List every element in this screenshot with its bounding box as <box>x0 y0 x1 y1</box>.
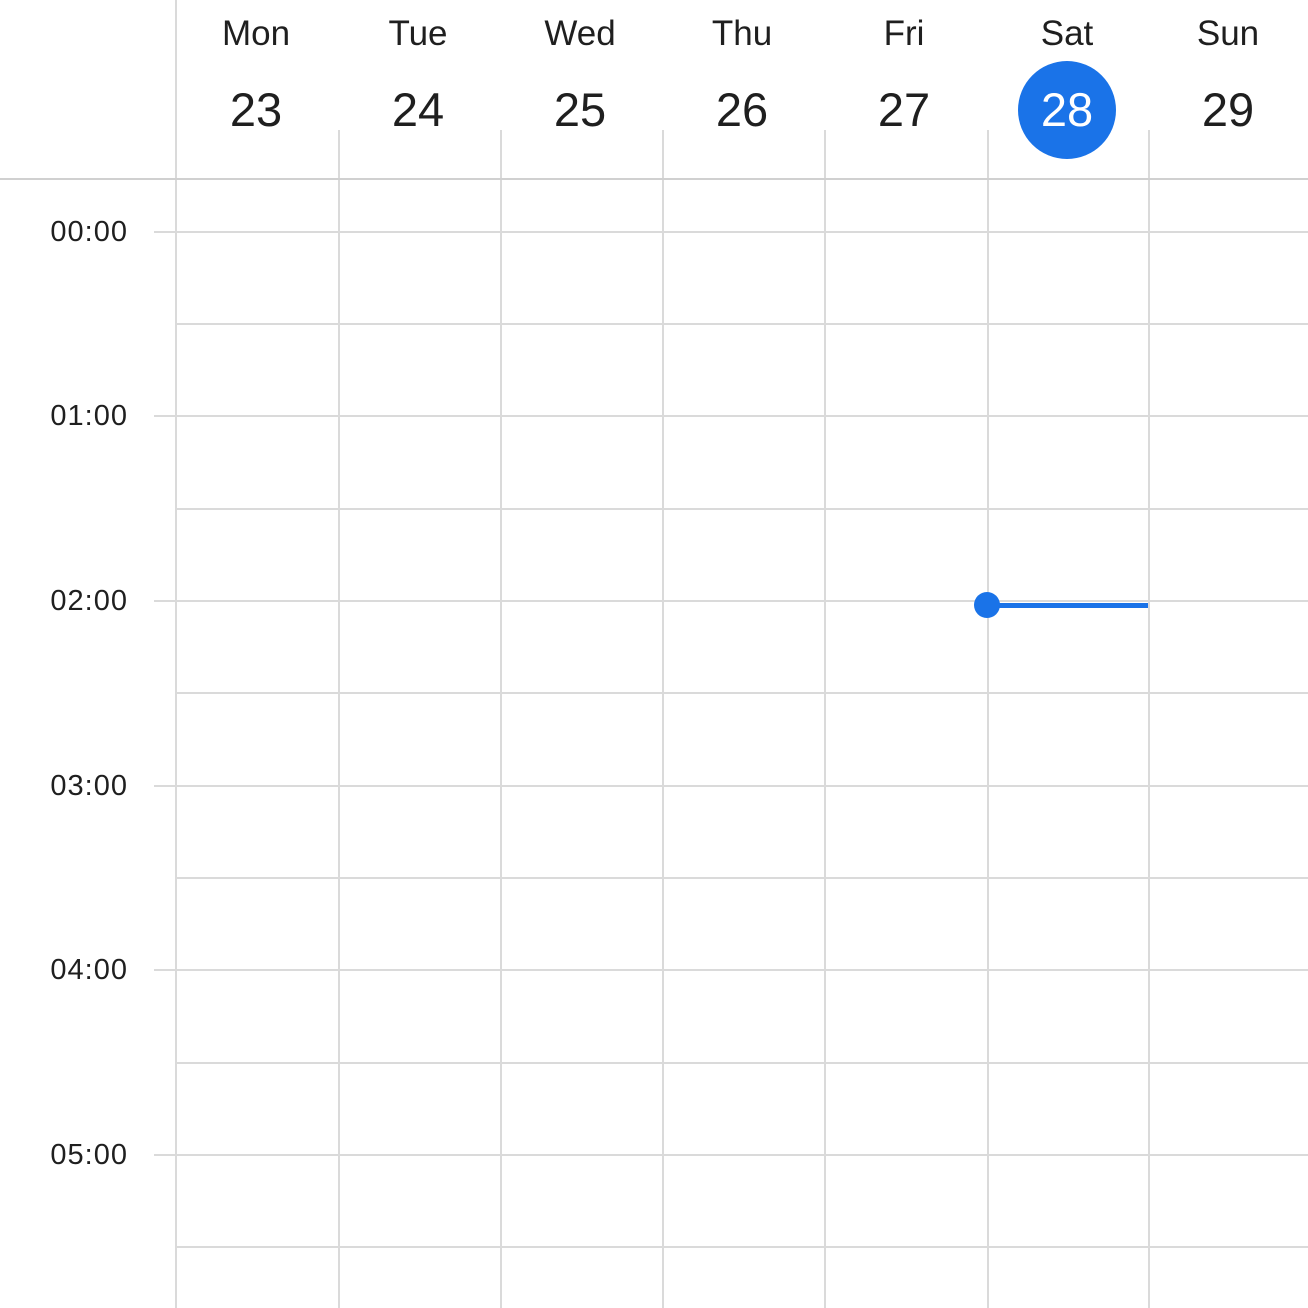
hour-line <box>154 231 1308 233</box>
week-header: Mon 23 Tue 24 Wed 25 Thu 26 Fri 27 Sat 2… <box>0 0 1308 180</box>
day-name: Mon <box>221 14 291 53</box>
current-time-line <box>986 603 1148 608</box>
hour-line <box>154 1154 1308 1156</box>
hour-line <box>154 600 1308 602</box>
header-column-divider <box>500 130 502 180</box>
day-name: Sat <box>1040 14 1094 53</box>
day-header-mon[interactable]: Mon 23 <box>175 0 337 180</box>
day-number[interactable]: 27 <box>877 83 931 136</box>
day-header-fri[interactable]: Fri 27 <box>823 0 985 180</box>
day-name: Wed <box>544 14 616 53</box>
header-column-divider <box>824 130 826 180</box>
day-name: Thu <box>711 14 773 53</box>
day-header-tue[interactable]: Tue 24 <box>337 0 499 180</box>
day-number[interactable]: 25 <box>553 83 607 136</box>
day-header-thu[interactable]: Thu 26 <box>661 0 823 180</box>
time-label: 02:00 <box>50 585 128 617</box>
header-column-divider <box>338 130 340 180</box>
time-label: 00:00 <box>50 216 128 248</box>
column-divider <box>175 180 177 1308</box>
day-header-sun[interactable]: Sun 29 <box>1147 0 1308 180</box>
column-divider <box>338 180 340 1308</box>
current-time-dot <box>974 592 1000 618</box>
time-label: 03:00 <box>50 770 128 802</box>
day-number[interactable]: 24 <box>391 83 445 136</box>
day-number[interactable]: 29 <box>1201 83 1255 136</box>
time-label: 04:00 <box>50 954 128 986</box>
header-column-divider <box>1148 130 1150 180</box>
time-label: 01:00 <box>50 400 128 432</box>
half-hour-line <box>177 1246 1308 1248</box>
day-name: Tue <box>388 14 448 53</box>
hour-line <box>154 785 1308 787</box>
day-name: Sun <box>1196 14 1260 53</box>
header-column-divider <box>987 130 989 180</box>
hour-line <box>154 969 1308 971</box>
header-divider <box>0 178 1308 180</box>
half-hour-line <box>177 508 1308 510</box>
column-divider <box>662 180 664 1308</box>
column-divider <box>1148 180 1150 1308</box>
column-divider <box>987 180 989 1308</box>
day-number[interactable]: 23 <box>229 83 283 136</box>
time-grid[interactable]: 00:00 01:00 02:00 03:00 04:00 05:00 <box>0 180 1308 1308</box>
column-divider <box>500 180 502 1308</box>
half-hour-line <box>177 692 1308 694</box>
half-hour-line <box>177 1062 1308 1064</box>
current-time-indicator <box>974 592 1150 618</box>
half-hour-line <box>177 323 1308 325</box>
column-divider <box>824 180 826 1308</box>
today-day-number[interactable]: 28 <box>1018 61 1116 159</box>
header-column-divider <box>175 0 177 180</box>
day-header-sat[interactable]: Sat 28 <box>986 0 1148 180</box>
hour-line <box>154 415 1308 417</box>
day-number[interactable]: 26 <box>715 83 769 136</box>
header-column-divider <box>662 130 664 180</box>
day-header-wed[interactable]: Wed 25 <box>499 0 661 180</box>
day-name: Fri <box>883 14 925 53</box>
half-hour-line <box>177 877 1308 879</box>
time-label: 05:00 <box>50 1139 128 1171</box>
